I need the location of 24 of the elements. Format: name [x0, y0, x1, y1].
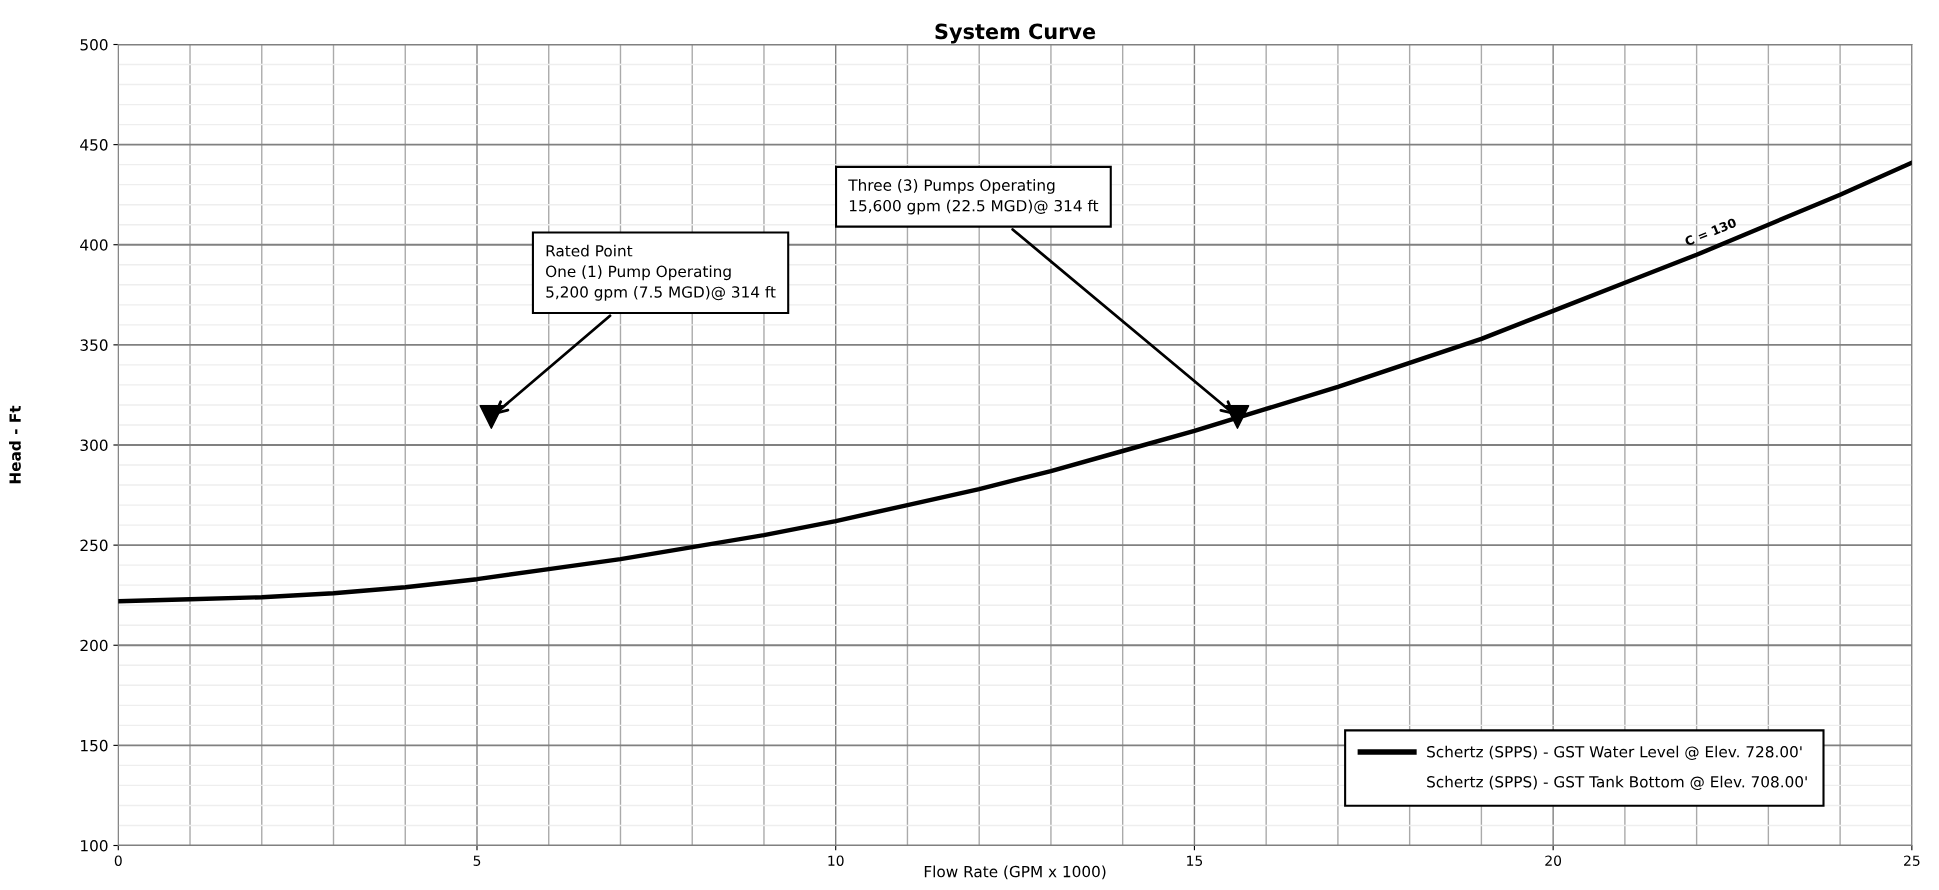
x-tick-label: 0	[114, 855, 122, 866]
annotation: Three (3) Pumps Operating 15,600 gpm (22.5 MGD)@ 314 ft	[848, 179, 1099, 215]
chart-title: System Curve	[935, 23, 1096, 44]
y-tick-label: 400	[80, 239, 108, 251]
x-tick-label: 25	[1904, 855, 1920, 866]
y-tick-label: 250	[80, 539, 108, 552]
legend-label: Schertz (SPPS) - GST Water Level @ Elev. 728.00'	[1427, 745, 1802, 760]
y-axis-title: Head - Ft	[9, 405, 21, 484]
y-tick-label: 450	[80, 139, 108, 151]
x-tick-label: 20	[1545, 855, 1562, 866]
y-tick-label: 500	[80, 38, 108, 51]
y-tick-label: 350	[80, 339, 108, 351]
x-tick-label: 10	[828, 855, 844, 866]
x-tick-label: 15	[1187, 855, 1203, 866]
y-tick-label: 300	[80, 439, 108, 452]
line-series	[118, 160, 1912, 604]
y-tick-label: 100	[81, 839, 108, 852]
x-axis-title: Flow Rate (GPM x 1000)	[924, 865, 1106, 880]
annotation: Rated Point One (1) Pump Operating 5,200 gpm (7.5 MGD)@ 314 ft	[546, 244, 776, 301]
y-tick-label: 200	[80, 639, 108, 652]
text: Schertz (SPPS) - GST Tank Bottom @ Elev. 708.00'	[1427, 775, 1807, 791]
y-tick-label: 150	[81, 739, 108, 752]
x-tick-label: 5	[473, 855, 481, 866]
annotation: C = 130	[1684, 217, 1738, 247]
